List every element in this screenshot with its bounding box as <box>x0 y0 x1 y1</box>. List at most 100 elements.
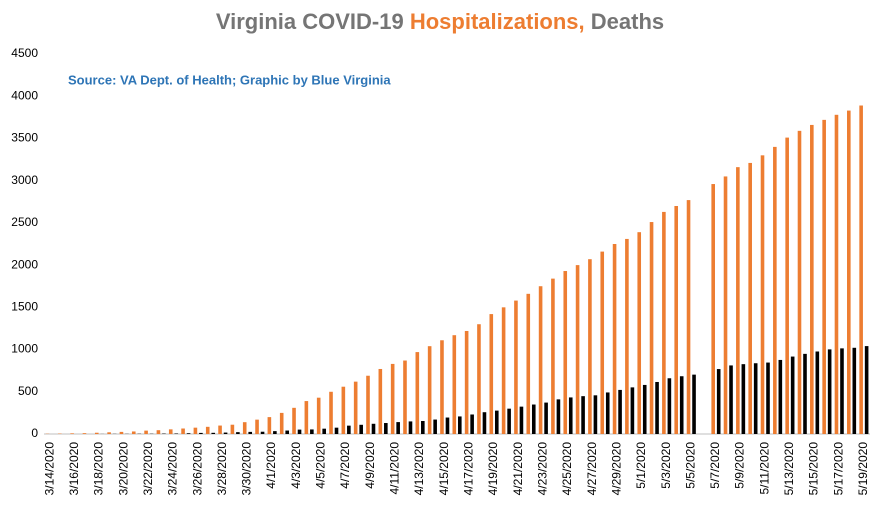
x-tick-label: 4/5/2020 <box>314 442 328 489</box>
bar <box>273 431 277 434</box>
bar <box>230 424 235 434</box>
bar <box>864 346 869 434</box>
y-tick-label: 3000 <box>11 173 38 187</box>
bar <box>766 362 770 434</box>
y-tick-label: 0 <box>31 426 38 440</box>
bar <box>692 374 696 434</box>
bar <box>741 364 746 434</box>
bar <box>279 412 284 434</box>
x-tick-label: 5/17/2020 <box>831 442 845 496</box>
bar <box>378 368 383 434</box>
y-tick-label: 4000 <box>11 88 38 102</box>
x-tick-label: 4/25/2020 <box>560 442 574 496</box>
chart-title: Virginia COVID-19 Hospitalizations, Deat… <box>216 9 664 34</box>
bar <box>544 402 548 434</box>
bar <box>304 401 309 434</box>
x-tick-label: 3/16/2020 <box>67 442 81 496</box>
title-part: Virginia COVID-19 <box>216 9 404 34</box>
bar <box>248 431 253 434</box>
bar <box>316 397 321 434</box>
bar <box>662 211 666 434</box>
bar <box>803 353 807 434</box>
y-tick-label: 4500 <box>11 46 38 60</box>
bar <box>168 429 173 434</box>
x-tick-label: 5/5/2020 <box>683 442 697 489</box>
bar <box>464 330 469 434</box>
bar <box>716 369 721 434</box>
x-tick-label: 4/7/2020 <box>338 442 352 489</box>
bar <box>396 422 400 434</box>
bar <box>827 349 832 434</box>
x-tick-label: 5/19/2020 <box>856 442 870 496</box>
bar <box>519 406 524 434</box>
x-tick-label: 5/11/2020 <box>757 442 771 495</box>
bar <box>205 426 210 434</box>
bar <box>292 407 296 434</box>
bar <box>859 105 863 434</box>
bar <box>538 286 543 434</box>
bar <box>563 271 568 434</box>
bar <box>778 359 783 434</box>
y-tick-label: 1500 <box>11 300 38 314</box>
x-tick-label: 3/30/2020 <box>240 442 254 496</box>
bar <box>625 238 629 434</box>
bar <box>94 432 99 434</box>
bar <box>753 363 758 434</box>
bar <box>630 387 635 434</box>
bar <box>193 427 198 434</box>
bar <box>371 423 376 434</box>
bar <box>242 422 247 434</box>
bar <box>211 432 216 434</box>
bar <box>218 425 222 434</box>
x-tick-label: 3/24/2020 <box>166 442 180 496</box>
x-tick-label: 3/20/2020 <box>116 442 130 496</box>
x-tick-label: 5/15/2020 <box>807 442 821 496</box>
bar <box>267 417 272 434</box>
bar <box>427 346 432 434</box>
y-tick-label: 2500 <box>11 215 38 229</box>
bar <box>822 119 826 434</box>
x-tick-label: 4/17/2020 <box>462 442 476 496</box>
x-tick-label: 4/3/2020 <box>289 442 303 489</box>
y-tick-label: 1000 <box>11 342 38 356</box>
bar <box>452 335 457 434</box>
bar <box>82 433 87 434</box>
bar <box>593 395 598 434</box>
bar <box>366 375 370 434</box>
bar <box>353 381 358 434</box>
bar <box>790 356 795 434</box>
bar <box>760 155 765 435</box>
bar <box>433 419 437 434</box>
bar <box>736 167 740 434</box>
y-tick-label: 2000 <box>11 257 38 271</box>
bar <box>440 340 444 434</box>
bar <box>526 293 531 434</box>
bar <box>181 428 185 434</box>
bar <box>156 430 161 434</box>
bar <box>568 397 573 434</box>
bar <box>334 427 339 434</box>
bar <box>144 430 148 434</box>
bar <box>575 265 580 434</box>
bar <box>119 431 124 434</box>
x-tick-label: 4/9/2020 <box>363 442 377 489</box>
bar <box>285 430 290 434</box>
bar <box>384 423 388 434</box>
bar <box>186 433 191 434</box>
x-tick-label: 3/22/2020 <box>141 442 155 496</box>
x-tick-label: 4/11/2020 <box>388 442 402 495</box>
bar <box>390 363 395 434</box>
bar <box>847 110 851 435</box>
y-tick-label: 3500 <box>11 131 38 145</box>
y-tick-label: 500 <box>18 384 38 398</box>
bar <box>667 378 672 434</box>
bar <box>255 419 259 434</box>
bar <box>686 200 691 434</box>
bar <box>531 404 536 434</box>
x-tick-label: 4/23/2020 <box>535 442 549 496</box>
bar <box>489 314 494 434</box>
bar <box>588 259 592 434</box>
bar <box>322 428 326 434</box>
bar <box>70 433 74 434</box>
bar <box>470 414 474 434</box>
